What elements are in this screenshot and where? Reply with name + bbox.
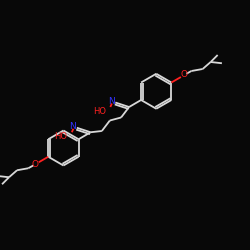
Text: O: O xyxy=(181,70,188,80)
Text: O: O xyxy=(32,160,39,169)
Text: HO: HO xyxy=(93,106,106,116)
Text: N: N xyxy=(108,96,115,106)
Text: HO: HO xyxy=(54,132,67,141)
Text: N: N xyxy=(70,122,76,131)
